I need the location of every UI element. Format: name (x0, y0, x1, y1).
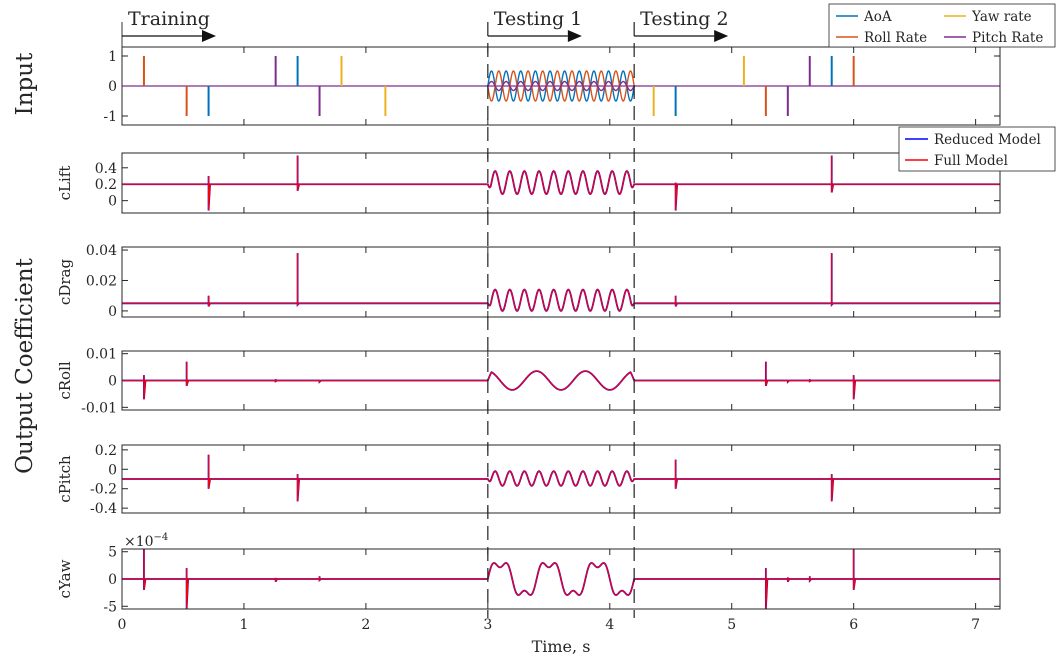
cdrag-y-tick-label: 0.02 (86, 273, 117, 289)
cdrag-y-tick-label: 0.04 (86, 243, 117, 259)
output-legend: Reduced Model Full Model (898, 126, 1056, 172)
input-legend: AoA Roll Rate Yaw rate Pitch Rate (828, 3, 1056, 48)
phase-label-testing-2: Testing 2 (640, 8, 728, 30)
croll-y-tick-label: -0.01 (81, 400, 117, 416)
legend-aoa: AoA (863, 9, 892, 25)
cyaw-scale-base: ×10 (124, 534, 154, 550)
legend-yaw-rate: Yaw rate (971, 9, 1032, 25)
cyaw-series-full-model (122, 549, 1000, 610)
croll-series-full-model (122, 361, 1000, 400)
group-label-input: Input (12, 52, 38, 115)
clift-series-full-model (122, 155, 1000, 211)
clift-y-tick-label: 0.4 (95, 161, 117, 177)
cpitch-y-axis-label: cPitch (56, 455, 74, 503)
legend-roll-rate: Roll Rate (864, 30, 927, 46)
x-tick-labels: 0 1 2 3 4 5 6 7 (118, 617, 981, 633)
panel-cdrag: 0.04 0.02 0 cDrag (56, 243, 1001, 320)
cyaw-scale-exponent: −4 (154, 532, 169, 543)
input-y-tick-label: -1 (103, 109, 117, 125)
input-legend-box (828, 3, 1056, 48)
croll-y-tick-label: 0.01 (86, 347, 117, 363)
clift-series-reduced-model (122, 155, 1000, 211)
cdrag-y-axis-label: cDrag (56, 259, 74, 306)
croll-y-tick-label: 0 (108, 374, 117, 390)
cyaw-y-tick-label: -5 (103, 599, 117, 615)
x-tick-label: 4 (605, 617, 614, 633)
cdrag-y-tick-label: 0 (108, 304, 117, 320)
cpitch-series-full-model (122, 454, 1000, 502)
cpitch-y-tick-label: 0.2 (95, 443, 117, 459)
cpitch-axes-frame (121, 444, 1001, 514)
cpitch-y-tick-label: -0.4 (90, 501, 117, 517)
x-axis-label: Time, s (532, 637, 591, 656)
croll-axes-frame (121, 350, 1001, 411)
x-tick-label: 0 (118, 617, 127, 633)
cdrag-series-full-model (122, 253, 1000, 312)
cyaw-axes-frame (121, 548, 1001, 610)
x-tick-label: 7 (971, 617, 980, 633)
cyaw-scale-label: ×10−4 (124, 532, 168, 550)
croll-y-axis-label: cRoll (56, 361, 74, 400)
cpitch-y-tick-label: 0 (108, 462, 117, 478)
phase-arrows (122, 30, 729, 42)
clift-y-tick-label: 0.2 (95, 177, 117, 193)
x-tick-label: 3 (483, 617, 492, 633)
cdrag-series-reduced-model (122, 253, 1000, 312)
phase-arrow-head (567, 30, 582, 42)
cpitch-y-tick-label: -0.2 (90, 482, 117, 498)
x-tick-label: 5 (727, 617, 736, 633)
input-sine-pitch-rate (487, 80, 635, 92)
x-tick-label: 1 (239, 617, 248, 633)
cyaw-y-axis-label: cYaw (56, 559, 74, 598)
legend-reduced-model: Reduced Model (934, 132, 1041, 148)
cyaw-y-tick-label: 0 (108, 572, 117, 588)
phase-arrow-head (202, 30, 216, 42)
output-legend-box (898, 126, 1056, 172)
clift-y-tick-label: 0 (108, 194, 117, 210)
x-tick-label: 6 (849, 617, 858, 633)
panel-input: 1 0 -1 (103, 46, 1001, 126)
panel-cyaw: 5 0 -5 cYaw (56, 545, 1001, 615)
input-axes-frame (121, 46, 1001, 126)
panel-clift: 0.40.20 cLift (56, 152, 1001, 214)
clift-axes-frame (121, 152, 1001, 214)
legend-full-model: Full Model (934, 153, 1008, 169)
cyaw-y-tick-label: 5 (108, 545, 117, 561)
input-y-tick-label: 0 (108, 79, 117, 95)
cdrag-axes-frame (121, 246, 1001, 318)
group-label-output: Output Coefficient (12, 257, 38, 473)
input-y-tick-label: 1 (108, 49, 117, 65)
cpitch-series-reduced-model (122, 454, 1000, 502)
phase-arrow-head (714, 30, 729, 42)
panel-cpitch: 0.2 0 -0.2 -0.4 cPitch (56, 443, 1001, 517)
legend-pitch-rate: Pitch Rate (972, 30, 1043, 46)
panel-croll: 0.01 0 -0.01 cRoll (56, 347, 1001, 416)
phase-label-training: Training (128, 8, 210, 30)
phase-boundaries (121, 22, 635, 618)
phase-label-testing-1: Testing 1 (494, 8, 582, 30)
x-tick-label: 2 (361, 617, 370, 633)
clift-y-axis-label: cLift (56, 166, 74, 201)
